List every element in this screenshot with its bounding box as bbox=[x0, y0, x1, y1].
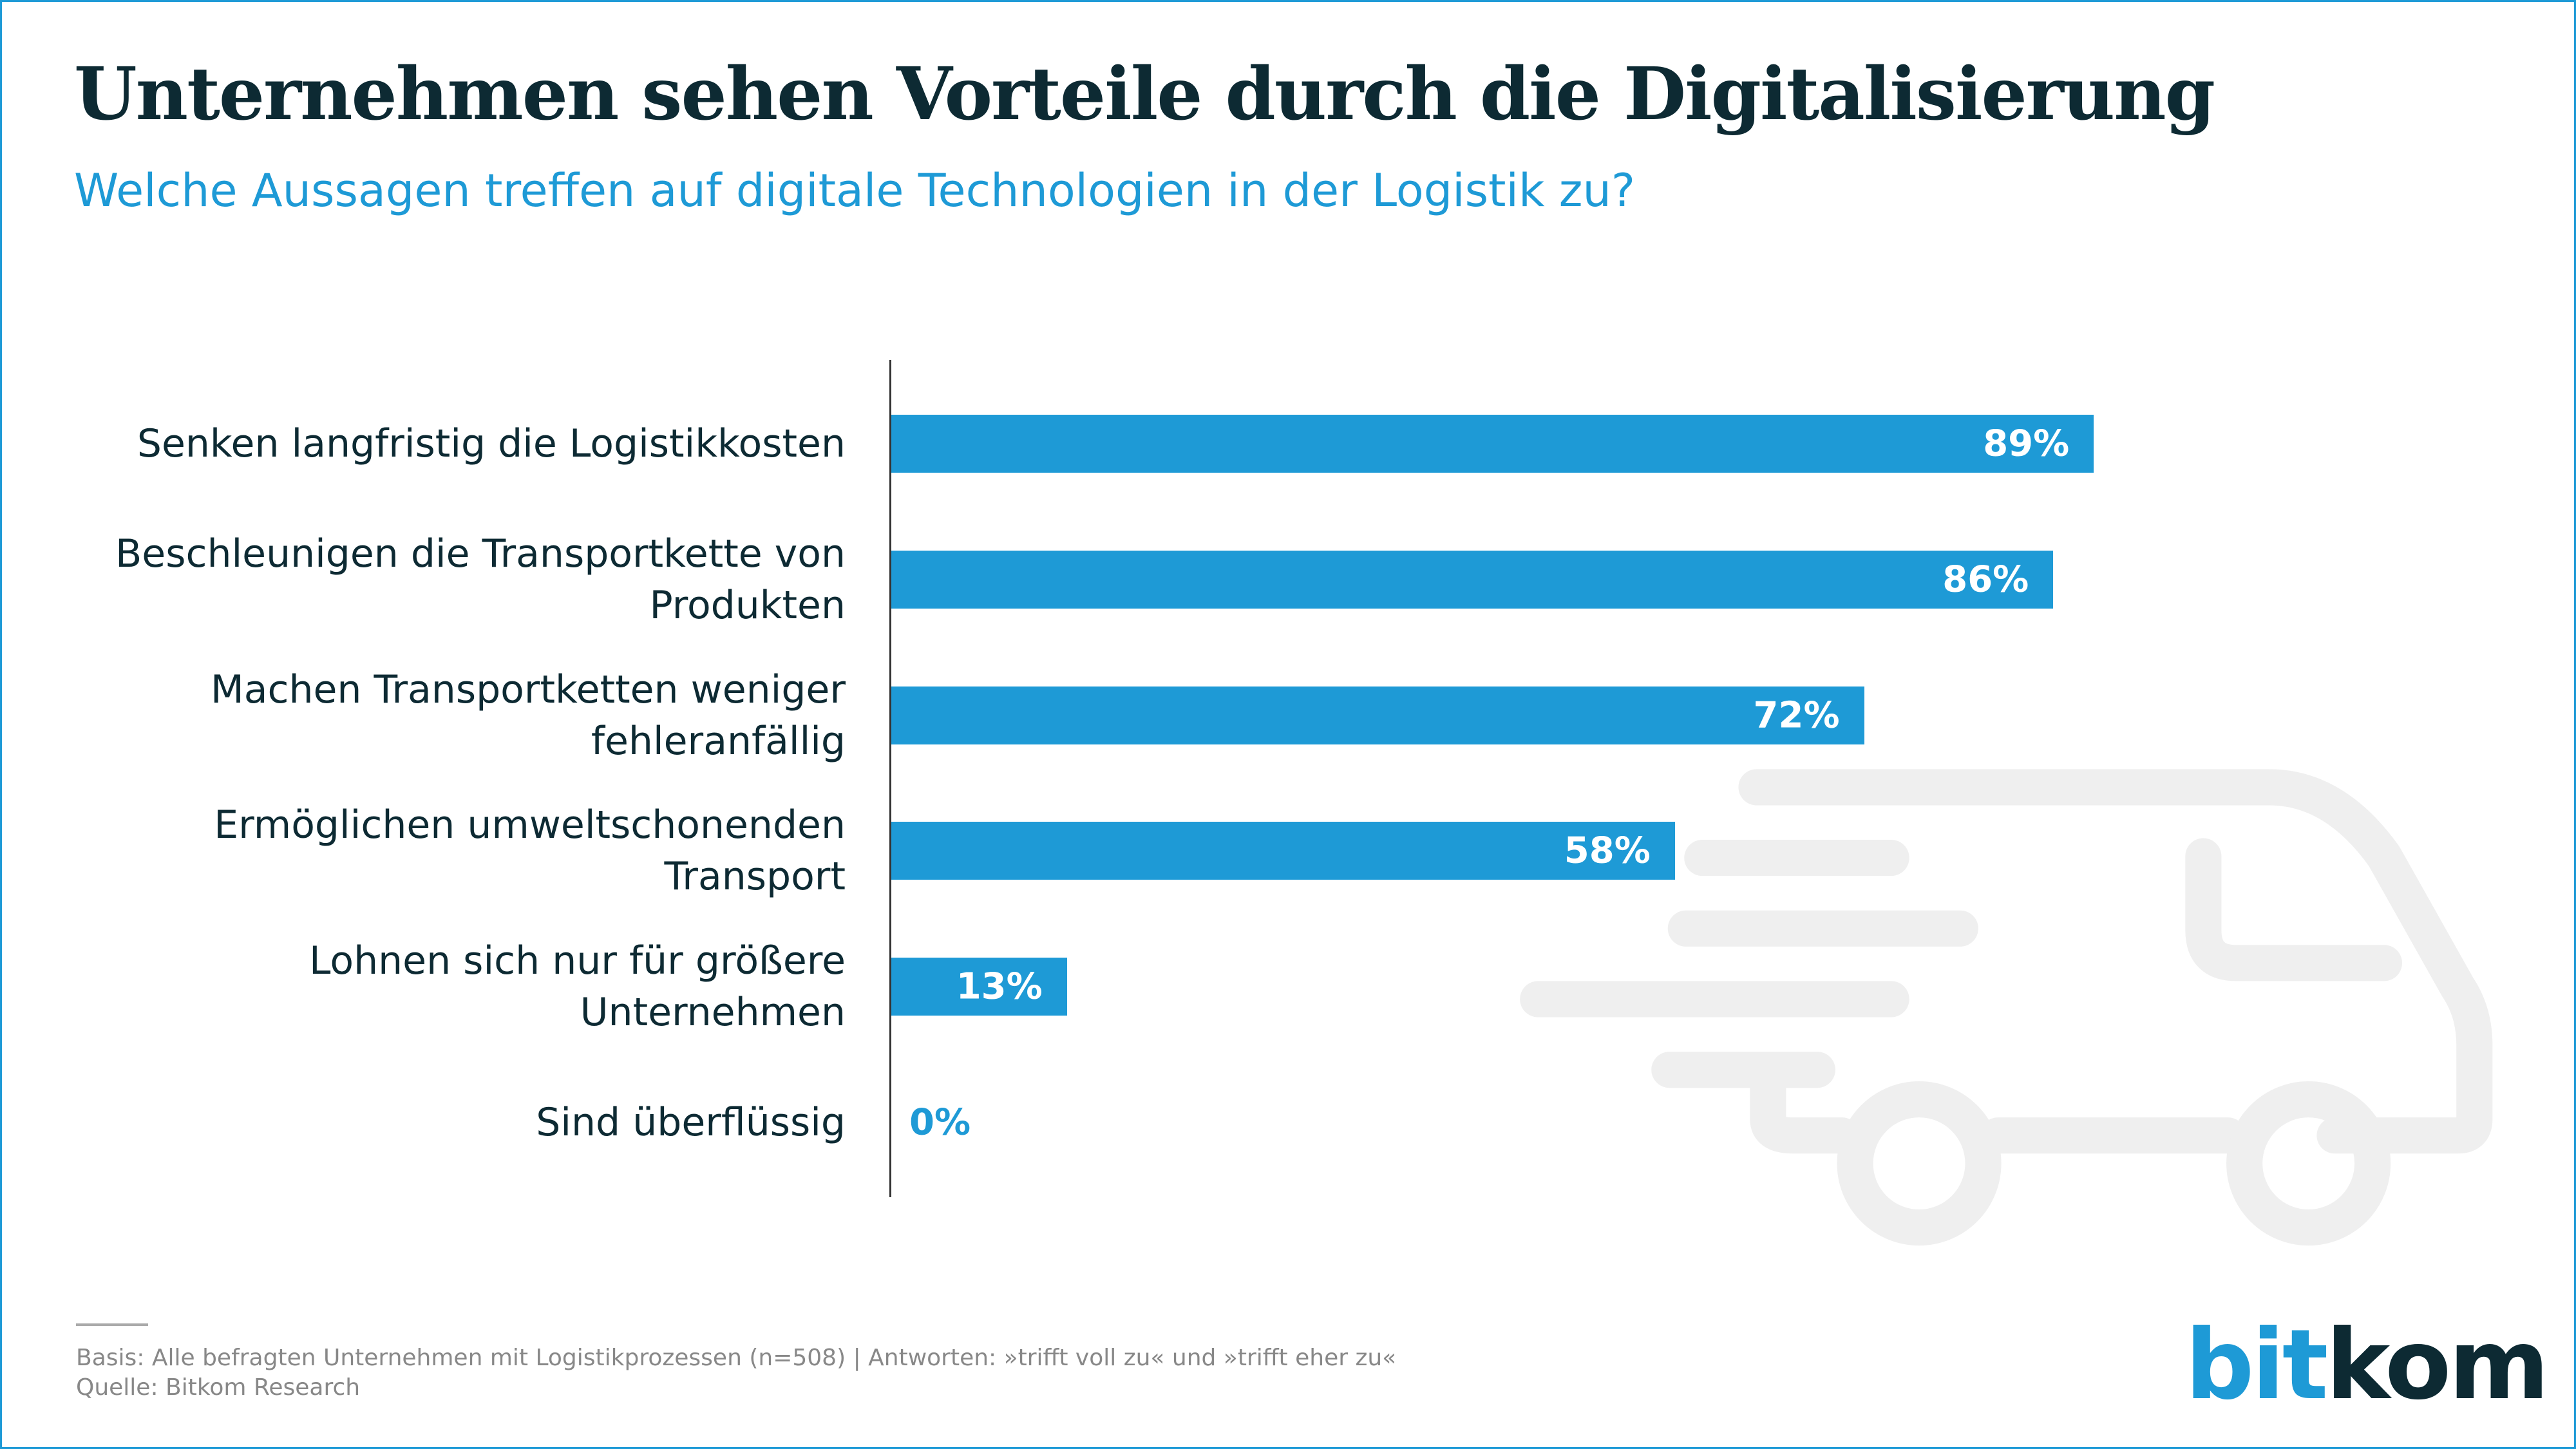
category-label: Lohnen sich nur für größere Unternehmen bbox=[309, 938, 846, 1036]
chart-subtitle: Welche Aussagen treffen auf digitale Tec… bbox=[74, 164, 1635, 217]
y-axis-line bbox=[889, 360, 891, 1197]
bar bbox=[891, 822, 1675, 880]
footer-divider bbox=[76, 1323, 148, 1326]
category-label: Machen Transportketten weniger fehleranf… bbox=[210, 667, 846, 764]
bitkom-logo: bitkom bbox=[2185, 1309, 2550, 1421]
logo-part-bit: bit bbox=[2185, 1309, 2328, 1421]
category-label: Senken langfristig die Logistikkosten bbox=[137, 421, 846, 466]
data-label: 72% bbox=[1753, 694, 1840, 737]
category-label: Ermöglichen umweltschonenden Transport bbox=[214, 802, 846, 900]
category-label: Sind überflüssig bbox=[536, 1100, 846, 1145]
category-label: Beschleunigen die Transportkette von Pro… bbox=[115, 531, 846, 628]
data-label: 86% bbox=[1942, 558, 2029, 601]
chart-title: Unternehmen sehen Vorteile durch die Dig… bbox=[74, 52, 2215, 137]
bar bbox=[891, 958, 1067, 1016]
logo-part-kom: kom bbox=[2325, 1309, 2550, 1421]
footer-basis: Basis: Alle befragten Unternehmen mit Lo… bbox=[76, 1345, 1397, 1371]
data-label: 13% bbox=[956, 965, 1043, 1008]
bar bbox=[891, 550, 2054, 609]
bar bbox=[891, 686, 1864, 744]
data-label: 89% bbox=[1983, 422, 2070, 465]
footer-source: Quelle: Bitkom Research bbox=[76, 1374, 361, 1401]
bar bbox=[891, 415, 2094, 473]
data-label: 58% bbox=[1564, 829, 1651, 872]
data-label: 0% bbox=[909, 1101, 971, 1144]
